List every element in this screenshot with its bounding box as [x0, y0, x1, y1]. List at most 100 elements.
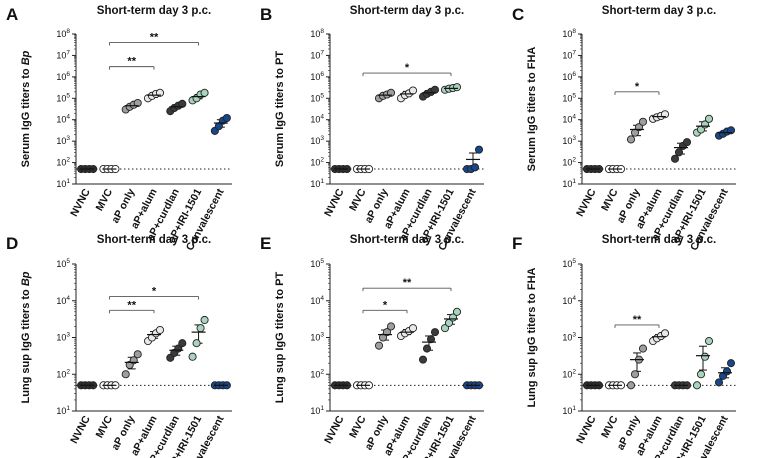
data-point	[374, 341, 384, 350]
x-category-label: NVNC	[68, 413, 93, 445]
data-point	[474, 145, 484, 154]
y-axis-label: Serum IgG titers to Bp	[20, 50, 32, 167]
data-point	[422, 344, 432, 353]
x-category-label: MVC	[94, 413, 116, 440]
y-tick-exponent: 5	[572, 258, 576, 265]
chart-title: Short-term day 3 p.c.	[602, 234, 716, 246]
data-point	[452, 307, 462, 316]
panel-f: F Short-term day 3 p.c. Lung sup IgG titer…	[512, 234, 736, 458]
data-point	[704, 337, 714, 346]
y-tick-base: 10	[562, 72, 572, 82]
significance-label: **	[127, 299, 136, 311]
data-point	[121, 370, 130, 379]
y-tick-base: 10	[562, 115, 572, 125]
data-point	[408, 86, 418, 95]
y-axis-label: Lung sup IgG titers to FHA	[526, 267, 538, 407]
chart-title: Short-term day 3 p.c.	[97, 5, 211, 17]
y-tick-exponent: 1	[320, 178, 324, 185]
x-category-label: NVNC	[574, 413, 599, 445]
data-point	[408, 324, 418, 333]
y-tick-base: 10	[310, 93, 320, 103]
y-tick-exponent: 2	[572, 157, 576, 164]
y-tick-base: 10	[56, 259, 66, 269]
panel-label: C	[512, 5, 524, 24]
y-tick-label: 102	[56, 157, 70, 168]
y-tick-base: 10	[310, 369, 320, 379]
data-point	[222, 113, 231, 123]
data-point	[418, 355, 428, 364]
y-tick-base: 10	[562, 259, 572, 269]
y-axis-label-target: FHA	[526, 267, 538, 290]
data-point	[630, 370, 640, 379]
data-point	[626, 135, 636, 144]
data-point	[133, 98, 142, 108]
significance-label: **	[127, 56, 136, 68]
y-tick-base: 10	[562, 93, 572, 103]
data-point	[133, 350, 142, 359]
y-tick-exponent: 3	[572, 332, 576, 339]
y-axis-label-target: PT	[274, 51, 286, 65]
y-axis-label: Serum IgG titers to FHA	[526, 47, 538, 172]
y-tick-label: 104	[310, 114, 324, 125]
y-tick-label: 108	[310, 28, 324, 39]
y-tick-exponent: 7	[66, 49, 70, 56]
y-tick-label: 104	[56, 295, 70, 306]
y-tick-exponent: 3	[572, 135, 576, 142]
y-axis-label-target: FHA	[526, 47, 538, 70]
y-tick-base: 10	[310, 136, 320, 146]
y-tick-label: 101	[56, 405, 70, 416]
significance-label: *	[405, 62, 410, 74]
y-tick-base: 10	[56, 158, 66, 168]
y-tick-exponent: 3	[320, 135, 324, 142]
y-tick-base: 10	[56, 72, 66, 82]
y-tick-base: 10	[310, 179, 320, 189]
y-tick-base: 10	[562, 369, 572, 379]
panel-c: C Short-term day 3 p.c. Serum IgG titers t…	[512, 5, 736, 253]
y-tick-exponent: 6	[320, 71, 324, 78]
y-tick-exponent: 1	[66, 178, 70, 185]
data-point	[626, 381, 636, 390]
y-tick-label: 106	[56, 71, 70, 82]
y-tick-exponent: 8	[320, 28, 324, 35]
panel-label: D	[6, 234, 18, 253]
y-tick-base: 10	[56, 406, 66, 416]
x-category-label: NVNC	[322, 413, 347, 445]
y-tick-label: 102	[562, 157, 576, 168]
y-tick-exponent: 7	[572, 49, 576, 56]
y-tick-exponent: 1	[572, 405, 576, 412]
y-tick-base: 10	[562, 406, 572, 416]
y-tick-label: 101	[310, 178, 324, 189]
y-tick-label: 104	[562, 114, 576, 125]
y-tick-label: 108	[562, 28, 576, 39]
significance-label: *	[383, 299, 388, 311]
y-tick-label: 107	[56, 49, 70, 60]
y-tick-base: 10	[562, 179, 572, 189]
y-tick-exponent: 2	[66, 157, 70, 164]
panel-e: E Short-term day 3 p.c. Lung sup IgG titer…	[260, 234, 484, 458]
y-tick-exponent: 7	[320, 49, 324, 56]
y-tick-label: 105	[310, 92, 324, 103]
data-point	[722, 367, 732, 376]
chart-title: Short-term day 3 p.c.	[350, 234, 464, 246]
y-tick-label: 105	[562, 258, 576, 269]
panel-a: A Short-term day 3 p.c. Serum IgG titers t…	[6, 5, 232, 253]
y-tick-label: 106	[562, 71, 576, 82]
data-point	[378, 333, 388, 342]
y-tick-base: 10	[310, 29, 320, 39]
y-tick-exponent: 4	[572, 114, 576, 121]
y-tick-base: 10	[56, 369, 66, 379]
y-tick-exponent: 6	[572, 71, 576, 78]
y-axis-label-prefix: Serum IgG titers to	[526, 69, 538, 171]
y-tick-label: 105	[562, 92, 576, 103]
data-point	[452, 83, 462, 92]
y-tick-label: 104	[56, 114, 70, 125]
data-point	[200, 315, 209, 325]
y-axis-label-prefix: Lung sup IgG titers to	[20, 286, 32, 403]
y-tick-exponent: 2	[320, 157, 324, 164]
data-point	[638, 117, 648, 126]
data-point	[470, 163, 480, 172]
y-tick-label: 103	[562, 135, 576, 146]
data-point	[692, 381, 702, 390]
y-tick-label: 103	[562, 332, 576, 343]
